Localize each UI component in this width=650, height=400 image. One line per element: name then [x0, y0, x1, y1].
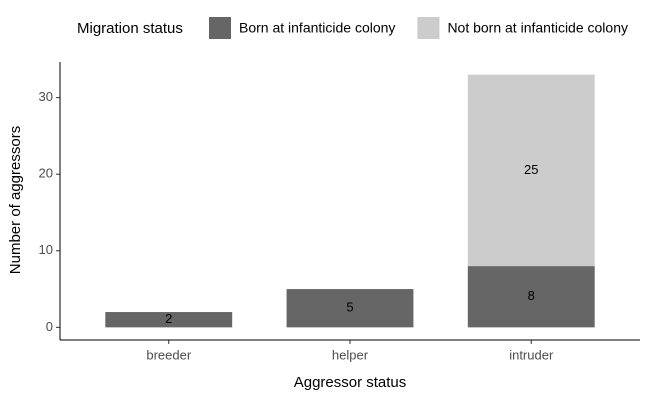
y-tick-label: 10: [39, 242, 53, 257]
legend-key: [417, 17, 440, 39]
data-label: 25: [524, 162, 538, 177]
legend-label: Not born at infanticide colony: [447, 20, 628, 36]
bar-segment: [467, 266, 595, 328]
legend-label: Born at infanticide colony: [239, 20, 395, 36]
y-tick-label: 30: [39, 89, 53, 104]
x-axis-label: Aggressor status: [294, 374, 407, 391]
bar-segment: [467, 74, 595, 267]
legend-key: [209, 17, 231, 39]
x-tick-label: helper: [332, 347, 369, 362]
bar-segment: [105, 312, 233, 328]
y-axis-label: Number of aggressors: [7, 126, 24, 274]
data-label: 2: [165, 311, 172, 326]
y-tick-label: 20: [39, 166, 53, 181]
data-label: 5: [346, 300, 353, 315]
data-label: 8: [528, 288, 535, 303]
x-tick-label: breeder: [146, 347, 191, 362]
x-tick-label: intruder: [509, 347, 554, 362]
legend-title: Migration status: [77, 20, 183, 37]
y-tick-label: 0: [46, 319, 53, 334]
bar-segment: [286, 289, 414, 328]
